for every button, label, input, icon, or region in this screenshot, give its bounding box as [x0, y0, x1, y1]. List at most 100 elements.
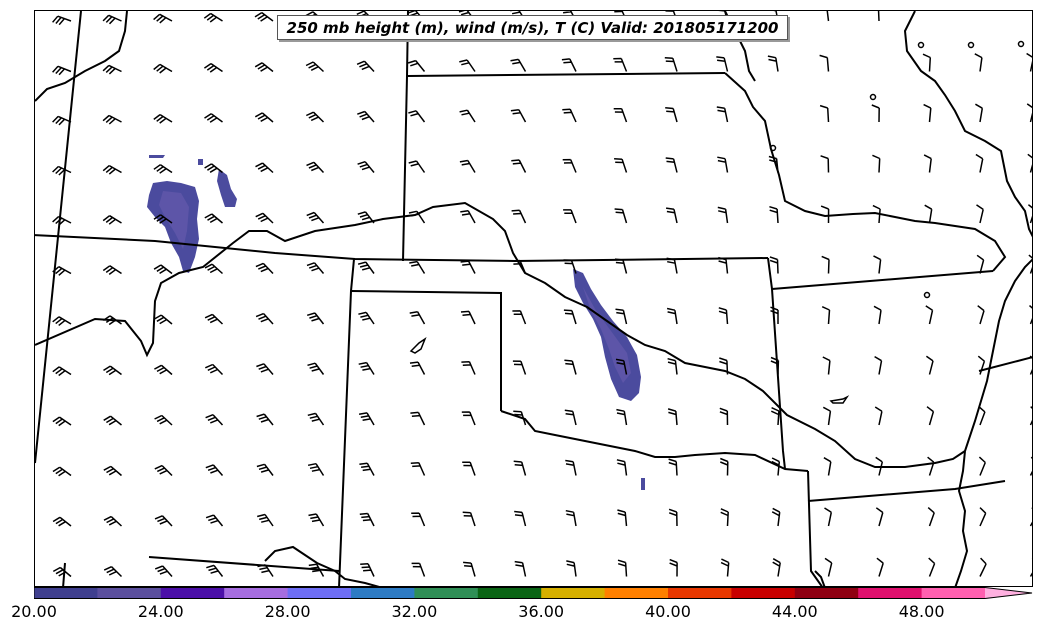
- wind-barb: [256, 413, 274, 426]
- wind-barb: [667, 357, 678, 375]
- wind-barb: [768, 155, 779, 173]
- wind-barb: [1027, 204, 1032, 224]
- wind-barb: [874, 406, 883, 426]
- river-line: [903, 11, 1032, 238]
- wind-barb: [408, 160, 426, 173]
- wind-barb: [1028, 254, 1032, 274]
- temperature-shading: [147, 155, 645, 490]
- wind-barb: [563, 259, 577, 274]
- wind-barb: [52, 466, 72, 477]
- colorbar-tick-label: 36.00: [518, 602, 565, 621]
- wind-barb: [52, 566, 72, 578]
- wind-barb: [153, 63, 173, 74]
- wind-barb: [511, 209, 527, 224]
- wind-barb: [617, 559, 628, 577]
- wind-barb: [203, 62, 223, 73]
- wind-barb: [205, 464, 224, 476]
- wind-barb: [462, 461, 476, 476]
- wind-barb: [52, 516, 72, 527]
- wind-barb: [410, 411, 426, 426]
- wind-barb: [254, 112, 274, 123]
- wind-barb: [514, 560, 527, 577]
- wind-barb: [665, 207, 678, 224]
- wind-barb: [257, 513, 274, 527]
- wind-barb: [771, 507, 781, 527]
- wind-barb: [565, 509, 577, 527]
- map-title: 250 mb height (m), wind (m/s), T (C) Val…: [277, 15, 788, 40]
- colorbar-segment: [160, 587, 225, 599]
- wind-barb: [102, 315, 122, 326]
- colorbar-segment: [477, 587, 542, 599]
- colorbar-segment: [731, 587, 796, 599]
- wind-barb: [513, 410, 527, 426]
- wind-barb: [819, 104, 830, 123]
- wind-barb: [668, 508, 678, 527]
- boundary-line: [807, 480, 1006, 502]
- wind-barb: [615, 308, 628, 325]
- wind-barb: [668, 458, 678, 476]
- wind-barb: [52, 15, 72, 26]
- wind-barb: [257, 564, 274, 577]
- wind-barb: [206, 564, 224, 577]
- wind-barb: [52, 266, 72, 276]
- lakes: [409, 40, 1025, 404]
- river-line: [264, 545, 380, 586]
- wind-barb: [665, 107, 678, 123]
- wind-barb: [102, 114, 122, 125]
- wind-barb: [52, 366, 72, 377]
- wind-barb: [719, 357, 729, 375]
- wind-barb: [459, 109, 476, 123]
- wind-barb: [360, 563, 375, 577]
- wind-barb: [307, 462, 325, 476]
- lake: [829, 395, 850, 404]
- colorbar-tick-label: 48.00: [898, 602, 945, 621]
- wind-barb: [720, 508, 729, 527]
- colorbar-segment: [287, 587, 352, 599]
- wind-barb: [669, 558, 678, 577]
- wind-barb: [1029, 355, 1032, 375]
- colorbar-segment: [794, 587, 859, 599]
- wind-barb: [614, 208, 628, 224]
- wind-barb: [102, 215, 122, 225]
- wind-barb: [307, 412, 325, 426]
- wind-barb: [153, 264, 173, 275]
- wind-barb: [922, 53, 932, 72]
- wind-barb: [819, 54, 830, 72]
- wind-barb: [720, 457, 729, 476]
- wind-barb: [616, 459, 628, 476]
- colorbar-segment: [604, 587, 669, 599]
- wind-barb: [103, 566, 123, 578]
- colorbar-tick-label: 28.00: [264, 602, 311, 621]
- wind-barb: [357, 261, 375, 274]
- wind-barb: [306, 262, 325, 274]
- wind-barb: [153, 113, 173, 124]
- lake: [769, 144, 777, 152]
- shaded-region-speck-2: [198, 159, 203, 165]
- wind-barb: [462, 511, 476, 527]
- colorbar-segment: [921, 587, 986, 599]
- wind-barb: [306, 312, 325, 325]
- wind-barb: [511, 159, 527, 173]
- boundary-line: [807, 470, 823, 586]
- wind-barb: [356, 60, 375, 73]
- shaded-region-west-inner: [159, 191, 189, 249]
- state-boundaries: [35, 11, 1032, 586]
- boundary-line: [771, 270, 994, 290]
- wind-barb: [1029, 305, 1032, 325]
- wind-barb: [876, 557, 884, 577]
- wind-barb: [359, 462, 375, 476]
- wind-barb: [308, 513, 325, 527]
- wind-barb: [255, 162, 274, 174]
- wind-barb: [255, 262, 274, 275]
- wind-barb: [771, 457, 781, 476]
- wind-barb: [154, 414, 173, 426]
- wind-barb: [717, 156, 729, 173]
- wind-barb: [613, 57, 628, 72]
- wind-barb: [820, 155, 830, 173]
- wind-barbs: [52, 11, 1032, 578]
- wind-barb: [407, 59, 426, 72]
- wind-barb: [719, 407, 729, 426]
- wind-barb: [716, 106, 729, 123]
- wind-barb: [205, 414, 224, 426]
- wind-barb: [512, 360, 527, 375]
